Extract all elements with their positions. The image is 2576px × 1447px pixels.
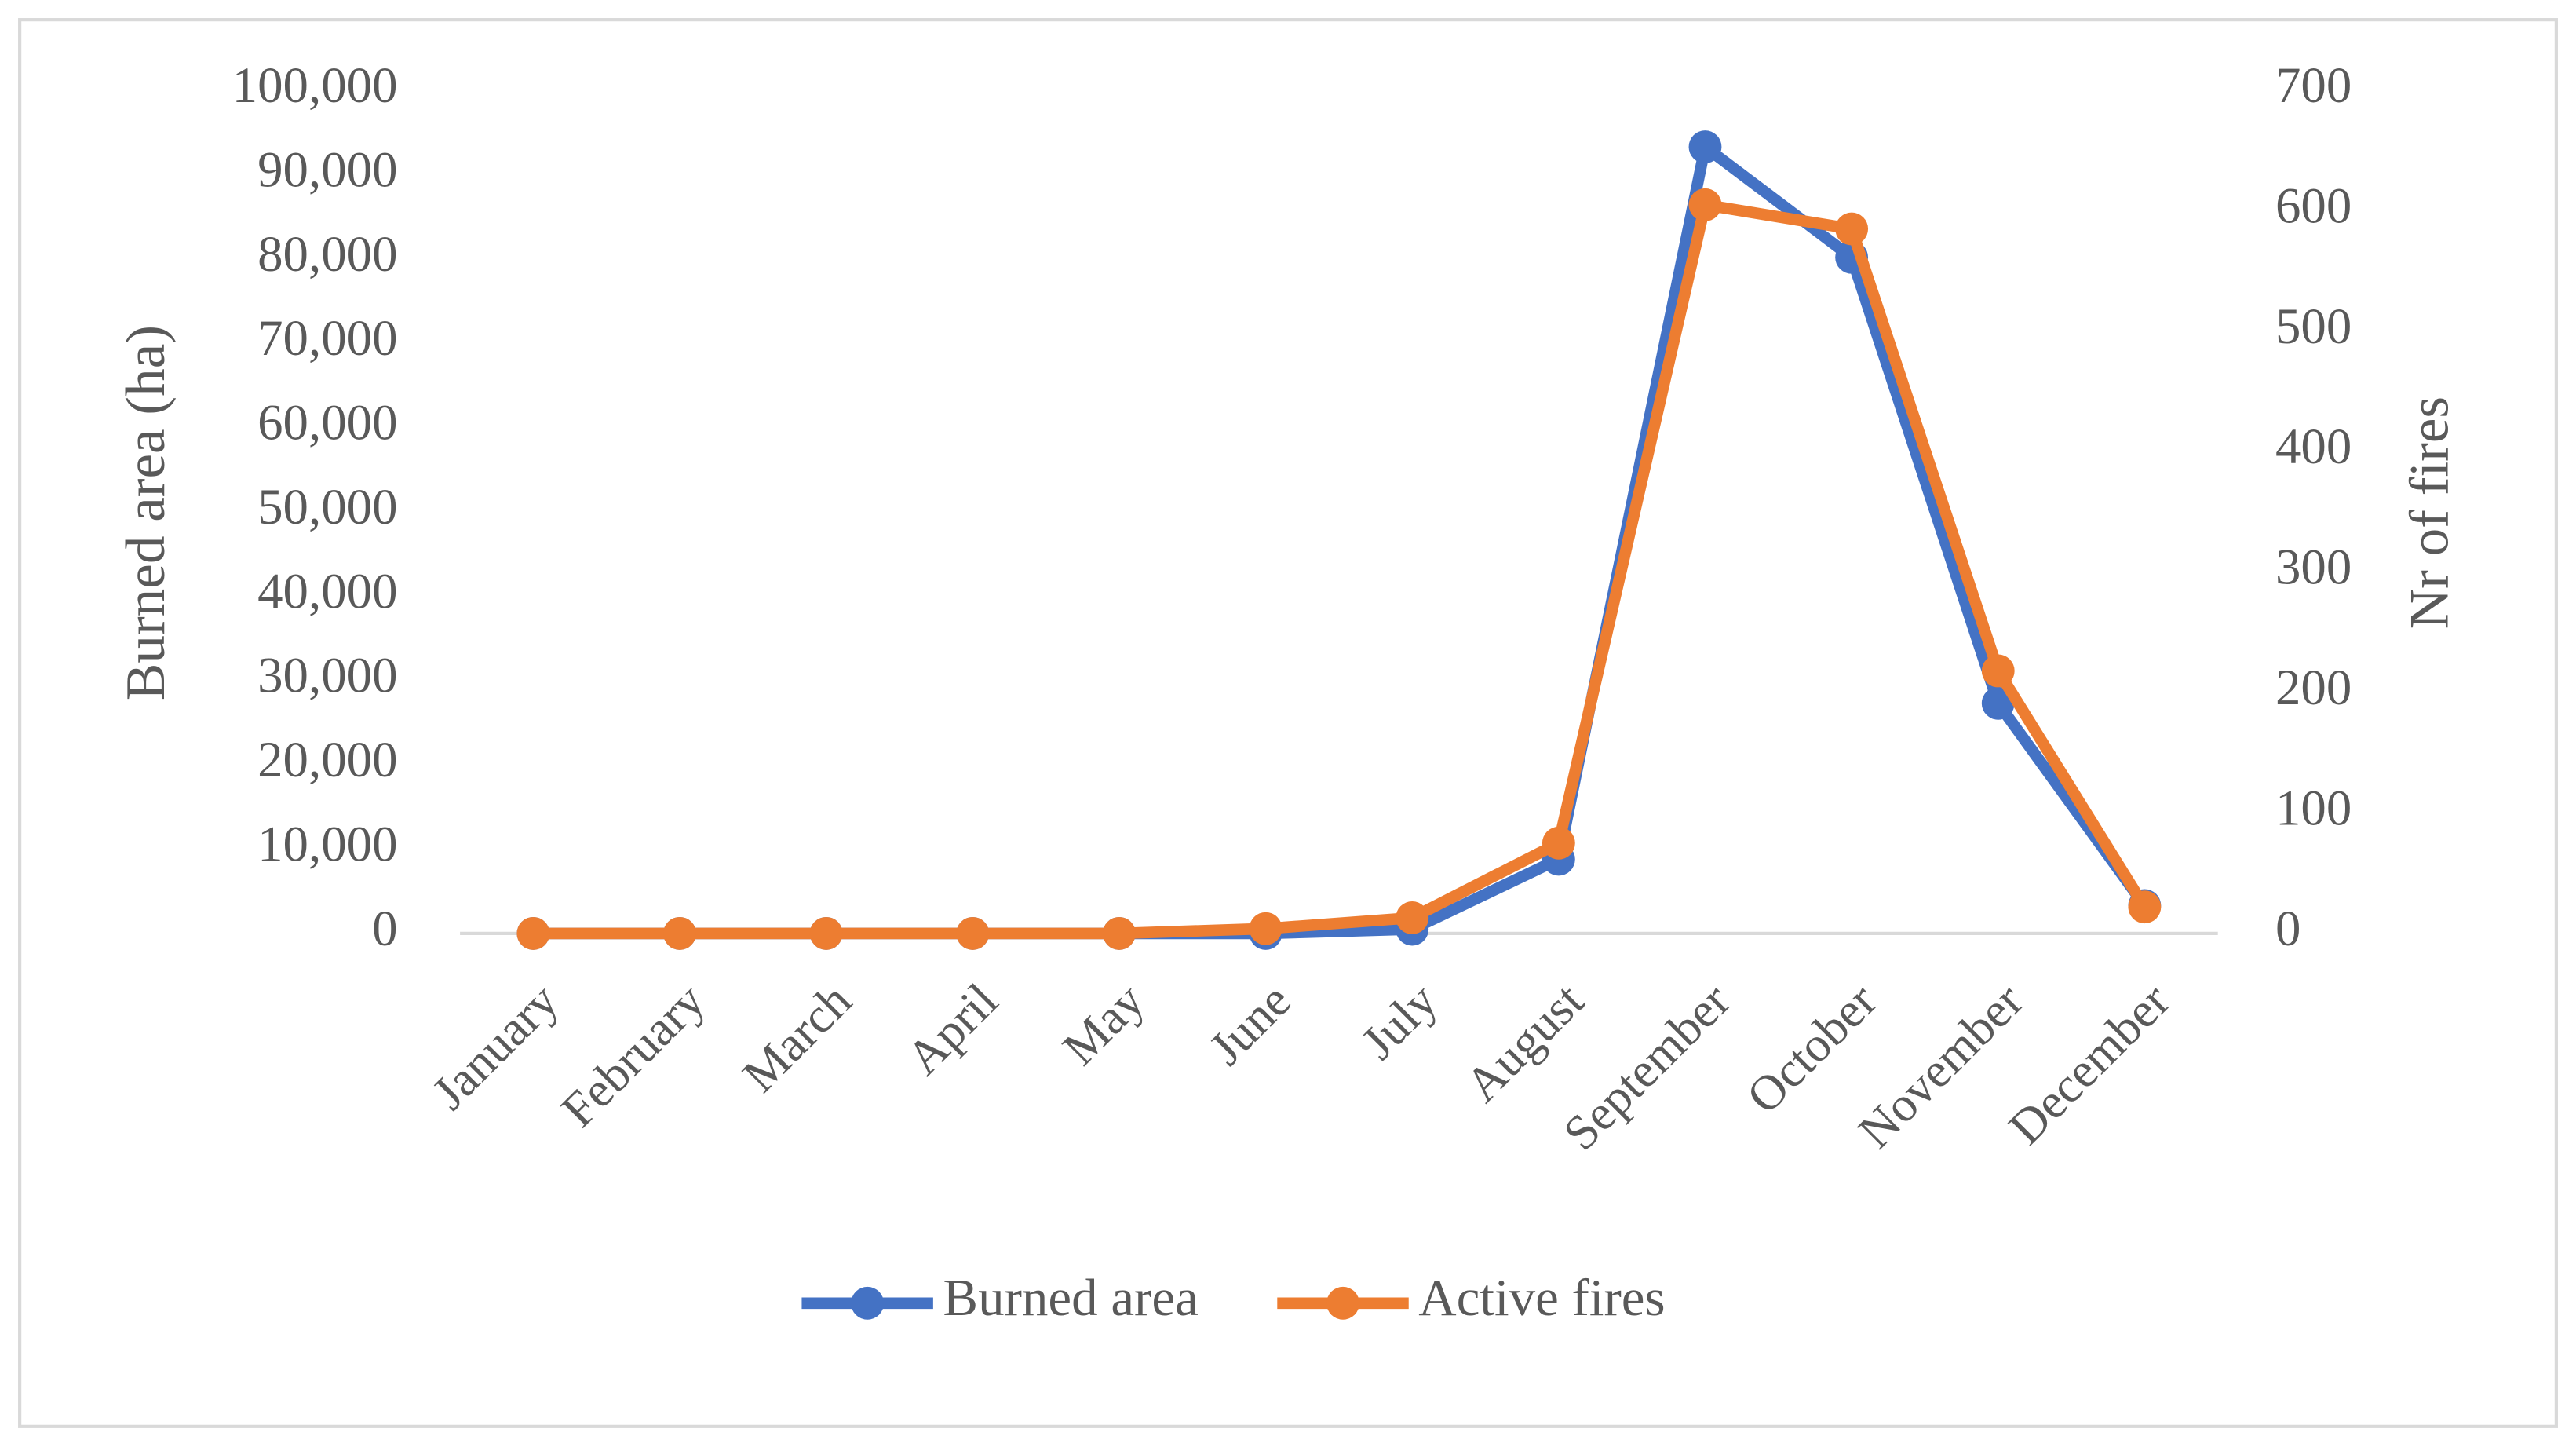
y2-tick-label: 500 <box>2275 298 2352 355</box>
y2-tick-label: 100 <box>2275 780 2352 836</box>
point-marker <box>1542 826 1575 860</box>
point-marker <box>516 916 550 950</box>
point-marker <box>1981 654 2015 688</box>
y-tick-label: 40,000 <box>257 563 397 619</box>
legend-marker <box>1326 1286 1359 1320</box>
y2-axis-title: Nr of fires <box>2399 396 2460 629</box>
point-marker <box>1249 912 1283 945</box>
y-tick-label: 60,000 <box>257 395 397 451</box>
y-tick-label: 10,000 <box>257 816 397 872</box>
point-marker <box>956 916 990 950</box>
point-marker <box>1981 686 2015 720</box>
point-marker <box>1688 130 1722 164</box>
y-tick-label: 30,000 <box>257 648 397 704</box>
point-marker <box>663 916 696 950</box>
y-axis-title: Burned area (ha) <box>115 325 177 700</box>
legend-label: Active fires <box>1418 1269 1665 1327</box>
legend-marker <box>851 1286 885 1320</box>
y-tick-label: 20,000 <box>257 732 397 788</box>
y2-tick-label: 300 <box>2275 539 2352 596</box>
y2-tick-label: 0 <box>2275 901 2301 957</box>
y2-tick-label: 700 <box>2275 57 2352 114</box>
point-marker <box>2128 890 2162 924</box>
series-line <box>533 199 2150 940</box>
y-tick-label: 70,000 <box>257 310 397 367</box>
point-marker <box>809 916 843 950</box>
y-tick-label: 100,000 <box>232 57 398 114</box>
legend-label: Burned area <box>943 1269 1198 1327</box>
point-marker <box>1103 916 1136 950</box>
y2-tick-label: 600 <box>2275 177 2352 234</box>
y-tick-label: 50,000 <box>257 479 397 535</box>
y-tick-label: 80,000 <box>257 226 397 283</box>
point-marker <box>1688 188 1722 221</box>
y2-tick-label: 200 <box>2275 660 2352 716</box>
y2-tick-label: 400 <box>2275 418 2352 475</box>
y-tick-label: 90,000 <box>257 141 397 198</box>
point-marker <box>1396 901 1429 934</box>
y-tick-label: 0 <box>372 901 397 957</box>
point-marker <box>1835 212 1869 246</box>
chart-border <box>18 18 2558 1428</box>
